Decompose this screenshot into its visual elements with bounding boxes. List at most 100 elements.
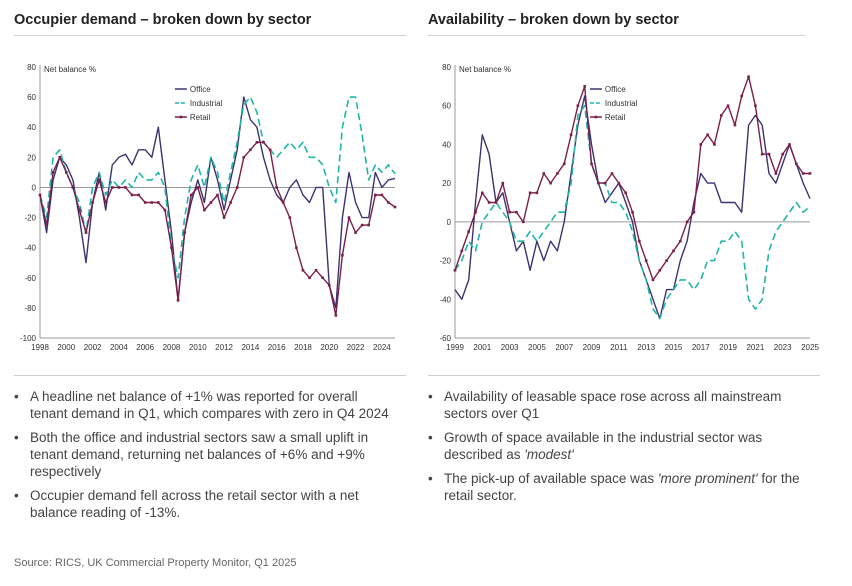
bullet-text: 'more prominent' [657, 471, 758, 486]
x-tick-label: 2003 [501, 343, 519, 352]
right-title-rule [428, 35, 805, 36]
left-chart: Net balance % 80 60 40 20 0 -20 -40 -60 -80 -100 19… [10, 55, 410, 360]
series-line-industrial [39, 96, 396, 279]
x-tick-label: 2010 [189, 343, 207, 352]
bullet-text: Growth of space available in the industr… [444, 430, 763, 462]
right-bullet-item: • Growth of space available in the indust… [428, 429, 818, 463]
x-tick-label: 2000 [57, 343, 75, 352]
data-point-retail [84, 231, 88, 234]
data-point-retail [467, 230, 470, 233]
x-tick-label: 2011 [610, 343, 628, 352]
data-point-retail [515, 210, 518, 214]
data-point-retail [624, 191, 627, 195]
x-tick-label: 2008 [163, 343, 181, 352]
bullet-text: 'modest' [524, 447, 574, 462]
data-point-retail [170, 246, 173, 249]
right-bullet-item: • The pick-up of available space was 'mor… [428, 470, 818, 504]
x-tick-label: 2021 [746, 343, 764, 352]
data-point-retail [508, 210, 511, 214]
data-point-retail [767, 152, 771, 156]
y-tick-label: 0 [447, 218, 452, 227]
data-point-retail [576, 104, 580, 108]
data-point-retail [242, 156, 246, 159]
data-point-retail [706, 133, 709, 137]
y-axis-title: Net balance % [459, 65, 511, 74]
y-tick-label: 80 [27, 63, 36, 72]
data-point-retail [137, 193, 140, 197]
data-point-retail [549, 181, 552, 185]
data-point-retail [481, 191, 484, 195]
x-tick-label: 2022 [347, 343, 365, 352]
left-bullet-item: • Both the office and industrial sectors … [14, 429, 394, 480]
right-bottom-rule [428, 375, 820, 376]
data-point-retail [774, 172, 778, 175]
source-note: Source: RICS, UK Commercial Property Mon… [14, 557, 297, 569]
x-tick-label: 2023 [774, 343, 792, 352]
left-bullet-list: • A headline net balance of +1% was repor… [14, 388, 394, 528]
data-point-retail [521, 220, 525, 224]
data-point-retail [347, 216, 351, 219]
legend-label-industrial: Industrial [190, 99, 223, 108]
left-bottom-rule [14, 375, 406, 376]
y-tick-label: 60 [442, 102, 451, 111]
data-point-retail [740, 94, 744, 98]
data-point-retail [262, 140, 265, 144]
y-tick-label: -40 [24, 244, 36, 253]
data-point-retail [631, 210, 634, 214]
x-tick-label: 2025 [801, 343, 819, 352]
y-tick-label: -20 [439, 257, 451, 266]
data-point-retail [617, 181, 621, 185]
data-point-retail [249, 148, 252, 152]
x-tick-label: 2013 [637, 343, 655, 352]
y-tick-label: 0 [32, 183, 37, 192]
data-point-retail [354, 231, 357, 234]
data-point-retail [183, 231, 186, 234]
left-bullet-item: • A headline net balance of +1% was repor… [14, 388, 394, 422]
data-point-retail [569, 133, 573, 137]
right-chart: Net balance % 80 60 40 20 0 -20 -40 -60 1999 2001 2… [425, 55, 825, 360]
x-tick-label: 2017 [692, 343, 710, 352]
legend-label-office: Office [605, 85, 626, 94]
y-tick-label: -20 [24, 214, 36, 223]
legend-marker [179, 115, 183, 119]
data-point-retail [97, 178, 101, 182]
data-point-retail [360, 223, 364, 227]
y-tick-label: 20 [27, 153, 36, 162]
data-point-retail [494, 201, 498, 204]
data-point-retail [380, 193, 384, 197]
data-point-retail [281, 201, 285, 204]
data-point-retail [678, 239, 682, 243]
series-line-industrial [454, 104, 811, 320]
x-tick-label: 2006 [136, 343, 154, 352]
data-point-retail [542, 172, 546, 175]
data-point-retail [713, 143, 716, 146]
data-point-retail [651, 278, 655, 282]
data-point-retail [327, 284, 331, 287]
data-point-retail [157, 201, 160, 204]
y-tick-label: -40 [439, 295, 451, 304]
data-point-retail [275, 186, 278, 189]
data-point-retail [176, 299, 180, 302]
y-tick-label: 20 [442, 179, 451, 188]
data-point-retail [638, 239, 641, 243]
data-point-retail [216, 193, 219, 197]
y-tick-label: -100 [20, 334, 37, 343]
data-point-retail [196, 186, 200, 189]
data-point-retail [295, 246, 298, 249]
bullet-text: A headline net balance of +1% was report… [30, 389, 389, 421]
data-point-retail [387, 201, 390, 204]
data-point-retail [460, 249, 464, 253]
bullet-marker: • [428, 471, 433, 486]
x-tick-label: 2020 [320, 343, 338, 352]
bullet-text: for the retail sector. [444, 471, 800, 503]
bullet-marker: • [428, 430, 433, 445]
left-title-rule [14, 35, 406, 36]
data-point-retail [699, 143, 703, 146]
data-point-retail [38, 193, 42, 197]
legend-label-industrial: Industrial [605, 99, 638, 108]
data-point-retail [111, 186, 114, 189]
occupier-demand-chart: Net balance % 80 60 40 20 0 -20 -40 -60 -80 -10019… [20, 63, 397, 352]
y-tick-label: 40 [27, 123, 36, 132]
data-point-retail [104, 201, 108, 204]
